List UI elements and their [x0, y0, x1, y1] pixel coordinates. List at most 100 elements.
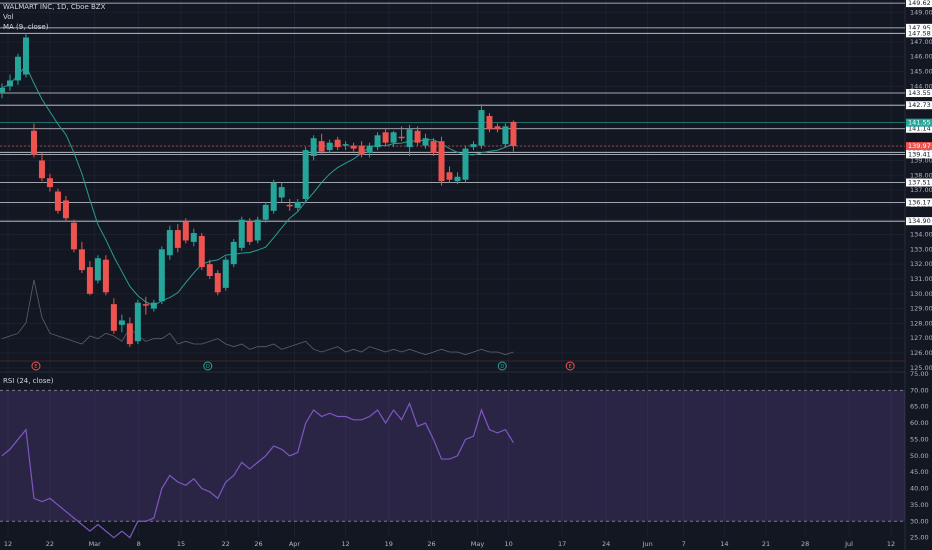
- candle-body: [78, 249, 85, 271]
- x-tick-label: 12: [887, 540, 895, 548]
- x-tick-label: May: [471, 540, 485, 548]
- candle-body: [158, 249, 165, 302]
- x-tick-label: 22: [46, 540, 54, 548]
- y-tick-label: 125.00: [910, 364, 932, 372]
- x-tick-label: 7: [682, 540, 686, 548]
- x-tick-label: 22: [222, 540, 230, 548]
- candle-body: [358, 145, 365, 155]
- level-label: 137.51: [908, 179, 931, 187]
- candle-body: [310, 138, 317, 156]
- candle-body: [438, 141, 445, 182]
- x-tick-label: 12: [341, 540, 349, 548]
- y-tick-label: 144.00: [910, 82, 932, 90]
- event-marker: [497, 361, 507, 371]
- x-tick-label: 8: [137, 540, 141, 548]
- candle-body: [294, 201, 301, 208]
- rsi-tick-label: 40.00: [910, 485, 929, 493]
- candle-body: [254, 219, 261, 241]
- rsi-tick-label: 55.00: [910, 435, 929, 443]
- candle-body: [110, 304, 117, 331]
- candle-body: [70, 222, 77, 250]
- candle-body: [326, 142, 333, 151]
- candle-body: [286, 204, 293, 207]
- x-tick-label: Jun: [642, 540, 653, 548]
- candle-body: [390, 132, 397, 143]
- y-tick-label: 139.00: [910, 156, 932, 164]
- candle-body: [0, 87, 5, 93]
- candle-body: [278, 187, 285, 198]
- candle-body: [342, 144, 349, 146]
- candle-body: [262, 204, 269, 220]
- candle-body: [118, 320, 125, 325]
- candle-body: [350, 145, 357, 149]
- candle-body: [54, 191, 61, 211]
- candle-body: [30, 130, 37, 155]
- candle-body: [206, 264, 213, 276]
- x-tick-label: 12: [4, 540, 12, 548]
- y-tick-label: 128.00: [910, 319, 932, 327]
- candle-body: [46, 178, 53, 188]
- y-tick-label: 127.00: [910, 334, 932, 342]
- y-tick-label: 147.00: [910, 38, 932, 46]
- candle-body: [446, 172, 453, 180]
- level-label: 136.17: [908, 198, 931, 206]
- candle-body: [6, 80, 13, 87]
- candle-body: [486, 116, 493, 130]
- x-tick-label: Mar: [89, 540, 102, 548]
- rsi-tick-label: 50.00: [910, 452, 929, 460]
- event-marker: [203, 361, 213, 371]
- y-tick-label: 130.00: [910, 290, 932, 298]
- level-label: 143.55: [908, 89, 931, 97]
- level-label: 139.41: [908, 150, 931, 158]
- x-tick-label: 15: [177, 540, 185, 548]
- x-tick-label: 21: [762, 540, 770, 548]
- candle-body: [230, 241, 237, 265]
- x-tick-label: 10: [504, 540, 512, 548]
- ma-label: MA (9, close): [3, 23, 49, 31]
- rsi-tick-label: 30.00: [910, 517, 929, 525]
- x-tick-label: 26: [427, 540, 435, 548]
- volume-label: Vol: [3, 13, 14, 21]
- candle-body: [214, 273, 221, 293]
- x-tick-label: 14: [720, 540, 728, 548]
- rsi-tick-label: 65.00: [910, 403, 929, 411]
- candle-body: [190, 233, 197, 242]
- level-tag: [906, 89, 932, 98]
- y-tick-label: 132.00: [910, 260, 932, 268]
- candle-body: [510, 121, 517, 147]
- event-label: D: [500, 364, 504, 370]
- rsi-tick-label: 70.00: [910, 386, 929, 394]
- candle-body: [302, 150, 309, 199]
- event-label: E: [569, 364, 572, 370]
- candle-body: [462, 148, 469, 180]
- event-marker: [565, 361, 575, 371]
- level-tag: [906, 198, 932, 207]
- level-tag: [906, 178, 932, 187]
- level-tag: [906, 124, 932, 133]
- x-tick-label: 28: [801, 540, 809, 548]
- candle-body: [398, 136, 405, 139]
- level-label: 147.58: [908, 29, 931, 37]
- y-tick-label: 133.00: [910, 245, 932, 253]
- y-tick-label: 146.00: [910, 53, 932, 61]
- y-tick-label: 129.00: [910, 305, 932, 313]
- level-label: 149.62: [908, 0, 931, 7]
- y-tick-label: 149.00: [910, 8, 932, 16]
- rsi-tick-label: 25.00: [910, 534, 929, 542]
- level-tag: [906, 150, 932, 159]
- rsi-label: RSI (24, close): [3, 377, 54, 385]
- rsi-band-fill: [0, 390, 905, 522]
- event-label: E: [34, 364, 37, 370]
- price-tag: [906, 118, 932, 127]
- candle-body: [166, 230, 173, 256]
- candle-body: [478, 110, 485, 146]
- x-tick-label: 26: [254, 540, 262, 548]
- candle-body: [334, 139, 341, 148]
- candle-body: [86, 267, 93, 294]
- candle-body: [454, 176, 461, 182]
- candle-body: [238, 219, 245, 248]
- candle-body: [494, 126, 501, 130]
- volume-line: [1, 279, 514, 356]
- level-tag: [906, 0, 932, 8]
